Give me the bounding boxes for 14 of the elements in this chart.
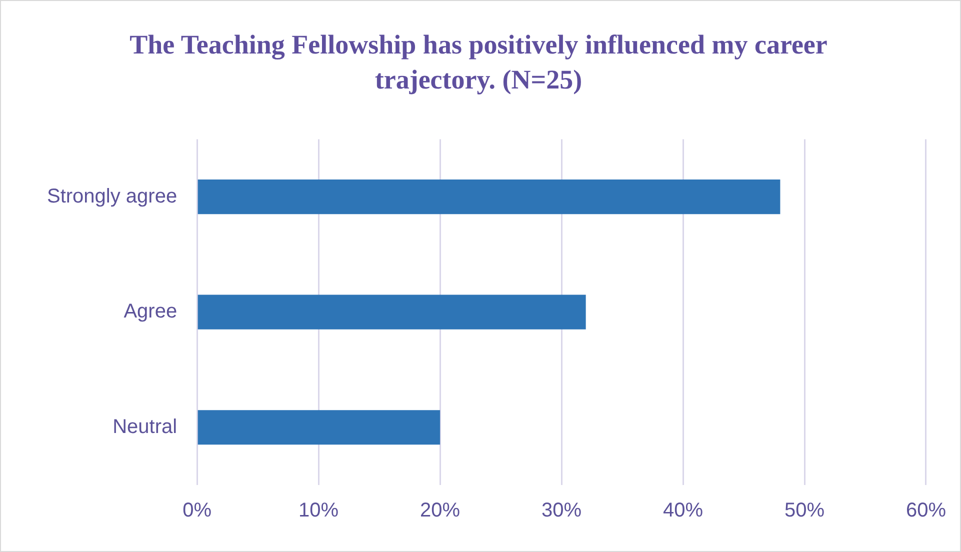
x-tick-label: 40% <box>663 500 704 522</box>
x-tick-label: 30% <box>542 500 582 522</box>
x-tick-label: 50% <box>784 500 825 522</box>
chart-title: The Teaching Fellowship has positively influenced my career trajectory. (N=25) <box>130 30 828 95</box>
x-tick-label: 60% <box>906 500 946 522</box>
bar <box>198 294 586 330</box>
bar <box>198 410 440 445</box>
y-tick-label: Agree <box>124 300 178 323</box>
x-tick-label: 20% <box>420 500 460 522</box>
bar <box>198 180 780 214</box>
y-tick-label: Strongly agree <box>47 185 178 208</box>
y-tick-label: Neutral <box>112 416 178 438</box>
x-tick-label: 0% <box>182 500 212 522</box>
x-tick-label: 10% <box>298 500 339 522</box>
